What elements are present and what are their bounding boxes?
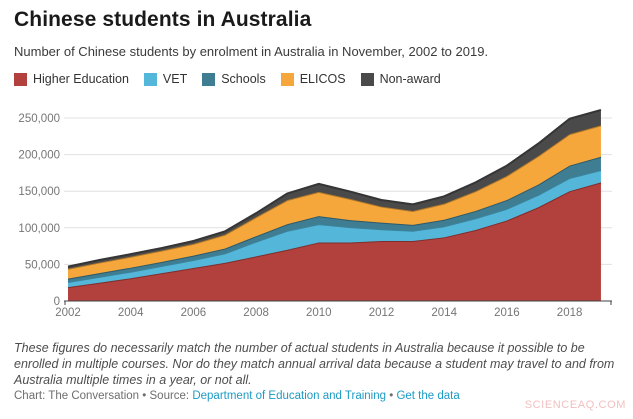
x-axis-tick-label: 2010 <box>306 307 332 319</box>
source-link[interactable]: Department of Education and Training <box>192 390 387 402</box>
get-the-data-link[interactable]: Get the data <box>396 390 460 402</box>
legend-swatch-icon <box>143 72 157 86</box>
stacked-area-chart: 0 50,000 100,000 150,000 200,000 250,000 2002 2… <box>0 94 633 334</box>
legend-item: ELICOS <box>280 72 346 86</box>
y-axis-tick-label: 0 <box>54 296 60 308</box>
chart-subtitle: Number of Chinese students by enrolment … <box>14 44 489 59</box>
credit-line: Chart: The Conversation • Source: Depart… <box>14 390 460 402</box>
y-axis-tick-label: 250,000 <box>18 113 60 125</box>
credit-chart-text: Chart: The Conversation <box>14 390 140 402</box>
legend-item: Non-award <box>360 72 441 86</box>
figure-note: These figures do necessarily match the n… <box>14 341 615 387</box>
x-axis-tick-label: 2018 <box>557 307 583 319</box>
y-axis-tick-label: 100,000 <box>18 223 60 235</box>
area-vet <box>68 169 601 288</box>
x-axis-tick-label: 2002 <box>55 307 81 319</box>
legend-swatch-icon <box>14 72 27 86</box>
credit-separator: • <box>139 390 150 402</box>
area-schools <box>68 156 601 282</box>
legend-item: Schools <box>202 72 266 86</box>
legend-item: VET <box>143 72 188 86</box>
legend-item: Higher Education <box>14 72 129 86</box>
area-top-edge-non-award <box>67 108 602 268</box>
chart-canvas: 0 50,000 100,000 150,000 200,000 250,000 2002 2… <box>18 108 612 319</box>
legend-label: VET <box>162 72 188 86</box>
legend-swatch-icon <box>202 72 216 86</box>
y-axis-tick-label: 50,000 <box>25 259 60 271</box>
area-elicos <box>68 125 601 279</box>
x-axis-tick-label: 2004 <box>118 307 144 319</box>
legend-label: Non-award <box>379 72 441 86</box>
chart-title: Chinese students in Australia <box>14 8 312 31</box>
area-non-award <box>68 109 601 269</box>
legend-label: Schools <box>221 72 266 86</box>
legend-label: ELICOS <box>299 72 346 86</box>
x-axis-tick-label: 2012 <box>369 307 395 319</box>
chart-legend: Higher Education VET Schools ELICOS Non-awar… <box>14 72 456 86</box>
area-higher-education <box>68 182 601 301</box>
credit-source-label: Source: <box>149 390 193 402</box>
x-axis-tick-label: 2006 <box>181 307 207 319</box>
x-axis-tick-label: 2016 <box>494 307 520 319</box>
x-axis-tick-label: 2014 <box>431 307 457 319</box>
y-axis-tick-label: 150,000 <box>18 186 60 198</box>
watermark: SCIENCEAQ.COM <box>524 399 626 411</box>
legend-swatch-icon <box>280 72 294 86</box>
y-axis-tick-label: 200,000 <box>18 150 60 162</box>
credit-separator-2: • <box>386 390 397 402</box>
legend-label: Higher Education <box>33 72 129 86</box>
x-axis-tick-label: 2008 <box>243 307 269 319</box>
legend-swatch-icon <box>360 72 374 86</box>
